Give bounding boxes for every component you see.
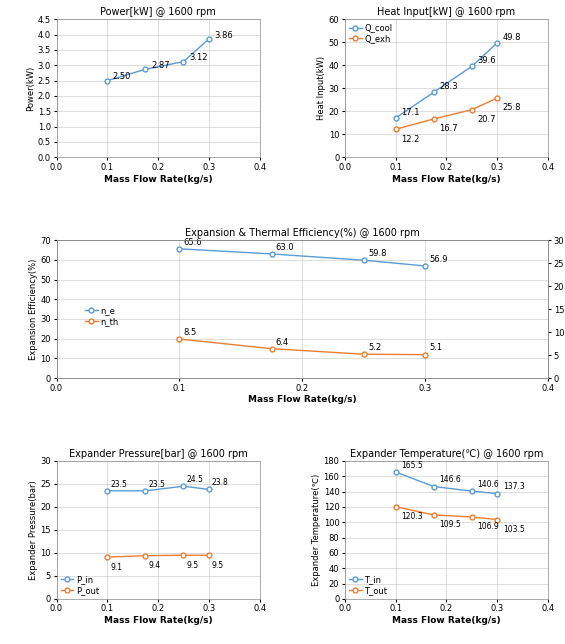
- Text: 137.3: 137.3: [503, 482, 524, 491]
- Text: 3.86: 3.86: [214, 30, 233, 39]
- Y-axis label: Heat Input(kW): Heat Input(kW): [317, 56, 326, 120]
- T_in: [392, 468, 399, 476]
- P_out: [206, 551, 212, 559]
- Text: 39.6: 39.6: [477, 57, 496, 66]
- Text: 9.1: 9.1: [110, 563, 122, 572]
- Text: 23.8: 23.8: [212, 478, 228, 488]
- Title: Heat Input[kW] @ 1600 rpm: Heat Input[kW] @ 1600 rpm: [377, 7, 515, 17]
- T_in: [431, 482, 437, 490]
- n_e: [176, 245, 183, 252]
- Y-axis label: Expander Pressure(bar): Expander Pressure(bar): [29, 480, 37, 580]
- Text: 140.6: 140.6: [477, 480, 499, 489]
- Text: 49.8: 49.8: [503, 33, 521, 42]
- Title: Expansion & Thermal Efficiency(%) @ 1600 rpm: Expansion & Thermal Efficiency(%) @ 1600…: [185, 228, 420, 238]
- n_e: [422, 262, 429, 270]
- Text: 56.9: 56.9: [429, 255, 448, 264]
- Text: 16.7: 16.7: [440, 124, 458, 133]
- Q_exh: [431, 115, 437, 123]
- Line: Q_cool: Q_cool: [393, 41, 499, 120]
- Text: 9.5: 9.5: [186, 561, 198, 570]
- Y-axis label: Expander Temperature(℃): Expander Temperature(℃): [312, 474, 321, 586]
- Title: Expander Pressure[bar] @ 1600 rpm: Expander Pressure[bar] @ 1600 rpm: [69, 449, 247, 459]
- n_e: [268, 250, 275, 258]
- P_in: [104, 487, 111, 495]
- Text: 20.7: 20.7: [477, 115, 496, 124]
- X-axis label: Mass Flow Rate(kg/s): Mass Flow Rate(kg/s): [392, 175, 501, 184]
- n_th: [268, 345, 275, 352]
- T_in: [468, 488, 475, 495]
- P_in: [206, 486, 212, 493]
- Y-axis label: Expansion Efficiency(%): Expansion Efficiency(%): [29, 258, 37, 360]
- P_out: [142, 552, 149, 560]
- Text: 109.5: 109.5: [440, 520, 461, 529]
- n_th: [176, 335, 183, 343]
- Q_exh: [392, 126, 399, 133]
- Q_cool: [494, 39, 501, 46]
- Q_cool: [468, 62, 475, 70]
- X-axis label: Mass Flow Rate(kg/s): Mass Flow Rate(kg/s): [104, 175, 212, 184]
- Line: n_e: n_e: [177, 247, 428, 269]
- X-axis label: Mass Flow Rate(kg/s): Mass Flow Rate(kg/s): [104, 616, 212, 625]
- P_in: [180, 482, 187, 490]
- P_in: [142, 487, 149, 495]
- Q_cool: [392, 114, 399, 122]
- Text: 9.5: 9.5: [212, 561, 224, 570]
- Title: Power[kW] @ 1600 rpm: Power[kW] @ 1600 rpm: [100, 7, 216, 17]
- Text: 28.3: 28.3: [440, 82, 458, 91]
- Text: 23.5: 23.5: [110, 480, 127, 489]
- Legend: T_in, T_out: T_in, T_out: [349, 575, 387, 595]
- Text: 65.6: 65.6: [184, 238, 202, 247]
- Line: n_th: n_th: [177, 337, 428, 357]
- Text: 63.0: 63.0: [276, 243, 294, 252]
- Text: 6.4: 6.4: [276, 337, 289, 346]
- Text: 25.8: 25.8: [503, 104, 521, 113]
- Y-axis label: Power(kW): Power(kW): [26, 66, 35, 111]
- T_out: [468, 513, 475, 521]
- Text: 59.8: 59.8: [368, 249, 386, 258]
- Line: Q_exh: Q_exh: [393, 95, 499, 131]
- Text: 12.2: 12.2: [401, 135, 420, 144]
- Text: 146.6: 146.6: [440, 475, 461, 484]
- Line: P_in: P_in: [105, 484, 211, 493]
- n_th: [422, 351, 429, 359]
- Text: 165.5: 165.5: [401, 461, 423, 470]
- Text: 23.5: 23.5: [148, 480, 165, 489]
- Legend: Q_cool, Q_exh: Q_cool, Q_exh: [349, 23, 392, 43]
- Q_exh: [494, 94, 501, 102]
- P_out: [104, 553, 111, 561]
- n_th: [360, 350, 367, 358]
- Text: 24.5: 24.5: [186, 475, 203, 484]
- Text: 5.2: 5.2: [368, 343, 381, 352]
- Text: 103.5: 103.5: [503, 525, 524, 534]
- Text: 2.50: 2.50: [113, 72, 131, 81]
- T_in: [494, 490, 501, 498]
- T_out: [392, 503, 399, 511]
- Text: 5.1: 5.1: [429, 343, 442, 352]
- Line: T_in: T_in: [393, 469, 499, 496]
- Legend: P_in, P_out: P_in, P_out: [60, 575, 99, 595]
- P_out: [180, 551, 187, 559]
- Text: 17.1: 17.1: [401, 108, 420, 117]
- Q_cool: [431, 88, 437, 96]
- X-axis label: Mass Flow Rate(kg/s): Mass Flow Rate(kg/s): [248, 395, 357, 404]
- Text: 3.12: 3.12: [189, 53, 207, 62]
- n_e: [360, 256, 367, 264]
- Q_exh: [468, 106, 475, 113]
- Line: T_out: T_out: [393, 504, 499, 522]
- X-axis label: Mass Flow Rate(kg/s): Mass Flow Rate(kg/s): [392, 616, 501, 625]
- Text: 120.3: 120.3: [401, 512, 423, 521]
- Text: 8.5: 8.5: [184, 328, 197, 337]
- Text: 2.87: 2.87: [151, 61, 170, 70]
- Text: 106.9: 106.9: [477, 522, 499, 531]
- Text: 9.4: 9.4: [148, 561, 160, 570]
- Title: Expander Temperature(℃) @ 1600 rpm: Expander Temperature(℃) @ 1600 rpm: [350, 449, 543, 459]
- T_out: [431, 511, 437, 519]
- T_out: [494, 516, 501, 524]
- Legend: n_e, n_th: n_e, n_th: [85, 306, 119, 326]
- Line: P_out: P_out: [105, 553, 211, 560]
